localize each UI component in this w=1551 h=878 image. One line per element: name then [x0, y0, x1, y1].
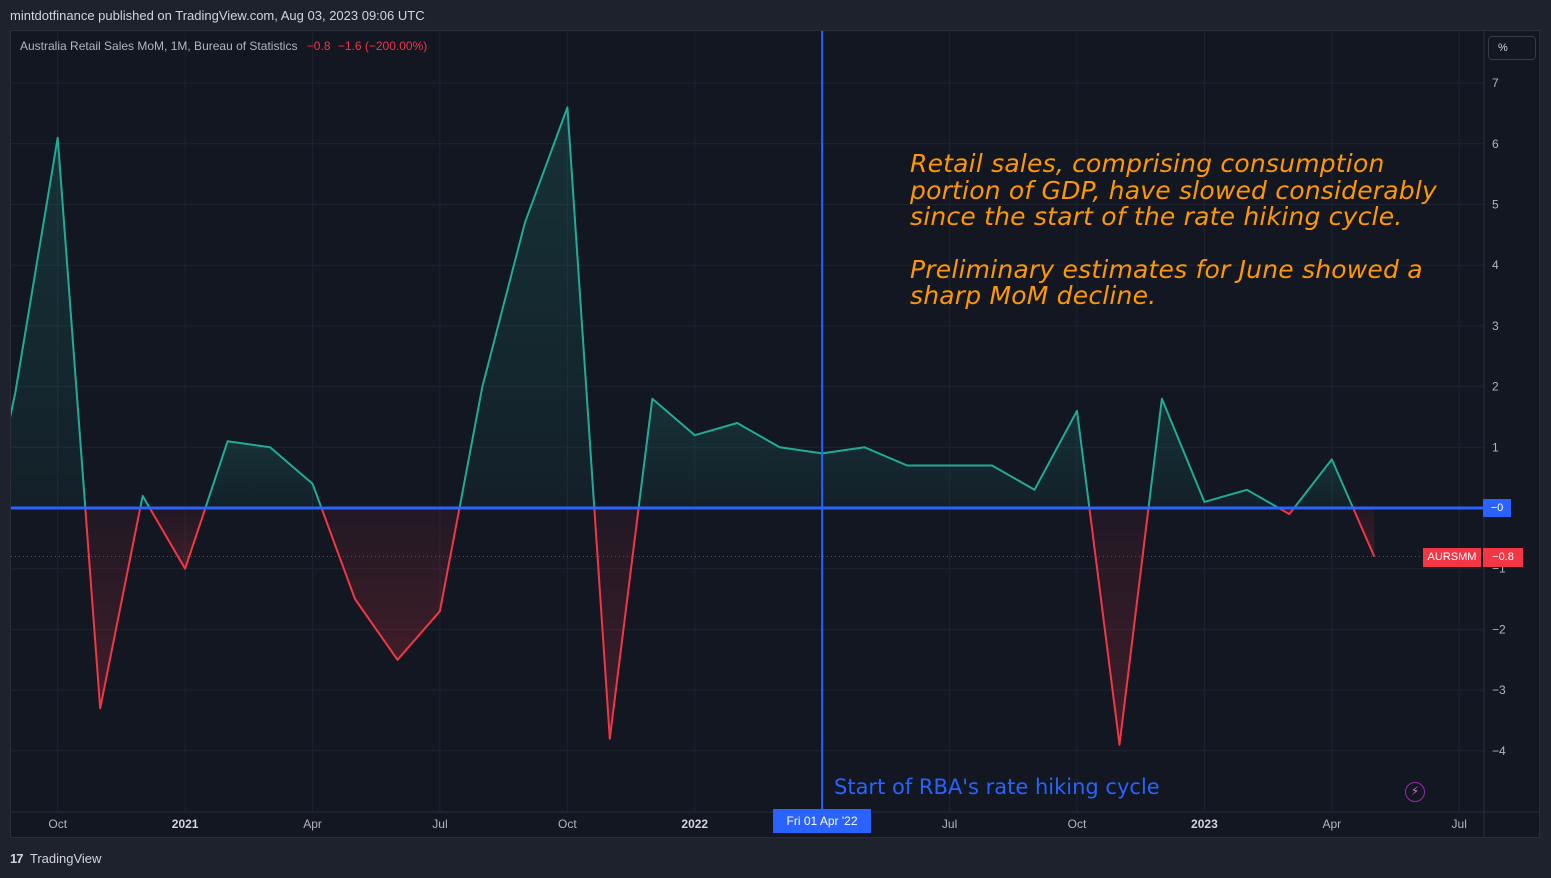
y-tick-label: −2	[1492, 622, 1506, 636]
zero-line-tag: −0	[1483, 499, 1511, 517]
series-line-negative	[1352, 507, 1376, 557]
data-point	[226, 439, 230, 443]
x-tick-label: Apr	[303, 817, 322, 831]
tradingview-logo-icon: 17	[10, 851, 24, 866]
data-point	[353, 597, 357, 601]
publisher-bar: mintdotfinance published on TradingView.…	[0, 0, 1551, 30]
data-point	[1330, 457, 1334, 461]
data-point	[863, 445, 867, 449]
series-legend[interactable]: Australia Retail Sales MoM, 1M, Bureau o…	[20, 39, 427, 53]
data-point	[480, 385, 484, 389]
series-title: Australia Retail Sales MoM, 1M, Bureau o…	[20, 39, 298, 53]
series-line-negative	[148, 507, 207, 570]
annotation-line-2: Preliminary estimates for June showed a …	[910, 254, 1423, 310]
positive-area	[1294, 459, 1354, 508]
y-tick-label: 4	[1492, 258, 1499, 272]
footer-brand[interactable]: 17 TradingView	[10, 851, 101, 866]
data-point	[1033, 488, 1037, 492]
y-tick-label: −4	[1492, 744, 1506, 758]
negative-area	[149, 508, 206, 569]
annotation-text: Retail sales, comprising consumption por…	[910, 149, 1470, 336]
data-point	[438, 609, 442, 613]
data-point	[1075, 409, 1079, 413]
data-point	[948, 464, 952, 468]
crosshair-date-label: Fri 01 Apr '22	[773, 809, 871, 833]
data-point	[735, 421, 739, 425]
y-tick-label: 1	[1492, 440, 1499, 454]
y-tick-label: 3	[1492, 319, 1499, 333]
data-point	[13, 391, 17, 395]
x-tick-label: Jul	[432, 817, 447, 831]
negative-area	[594, 508, 639, 739]
y-tick-label: 2	[1492, 380, 1499, 394]
y-tick-label: 7	[1492, 76, 1499, 90]
legend-change: −1.6 (−200.00%)	[337, 39, 428, 53]
data-point	[183, 567, 187, 571]
y-tick-label: −3	[1492, 683, 1506, 697]
data-point	[98, 706, 102, 710]
data-point	[608, 737, 612, 741]
x-tick-label: Oct	[1068, 817, 1087, 831]
positive-area	[459, 107, 595, 509]
data-point	[268, 445, 272, 449]
lightning-icon[interactable]: ⚡	[1405, 782, 1425, 802]
series-line-negative	[593, 507, 640, 740]
data-point	[693, 433, 697, 437]
data-point	[1245, 488, 1249, 492]
x-tick-label: 2022	[681, 817, 708, 831]
x-tick-label: Oct	[48, 817, 67, 831]
series-line-positive	[11, 136, 87, 509]
footer-brand-text: TradingView	[29, 851, 102, 866]
data-point	[396, 658, 400, 662]
data-point	[311, 482, 315, 486]
x-tick-label: Apr	[1322, 817, 1341, 831]
y-tick-label: 6	[1492, 137, 1499, 151]
data-point	[1287, 512, 1291, 516]
data-point	[1202, 500, 1206, 504]
series-line-negative	[1278, 507, 1295, 516]
data-point	[565, 105, 569, 109]
x-tick-label: 2023	[1191, 817, 1218, 831]
series-line-positive	[1293, 458, 1355, 509]
data-point	[778, 445, 782, 449]
negative-area	[321, 508, 460, 660]
positive-area	[1148, 398, 1279, 508]
last-value-tag: −0.8	[1483, 548, 1523, 567]
chart-pane[interactable]	[10, 30, 1540, 838]
data-point	[523, 221, 527, 225]
positive-area	[205, 441, 322, 508]
x-tick-label: Oct	[558, 817, 577, 831]
data-point	[1160, 397, 1164, 401]
publisher-line: mintdotfinance published on TradingView.…	[10, 8, 425, 23]
data-point	[650, 397, 654, 401]
x-tick-label: 2021	[172, 817, 199, 831]
series-line-negative	[320, 507, 461, 661]
data-point	[990, 464, 994, 468]
series-line-positive	[139, 494, 151, 509]
y-tick-label: 5	[1492, 198, 1499, 212]
annotation-line-1: Retail sales, comprising consumption por…	[910, 149, 1437, 231]
series-line-positive	[458, 106, 596, 509]
positive-area	[638, 398, 1090, 508]
data-point	[56, 136, 60, 140]
negative-area	[1089, 508, 1149, 745]
negative-area	[85, 508, 141, 709]
series-line-positive	[637, 397, 1091, 509]
series-group	[11, 106, 1376, 746]
data-point	[905, 464, 909, 468]
symbol-tag: AURSMM	[1423, 548, 1481, 567]
series-line-positive	[204, 440, 323, 509]
series-line-positive	[1147, 397, 1280, 509]
legend-last-value: −0.8	[306, 39, 331, 53]
positive-area	[11, 137, 86, 508]
data-point	[141, 494, 145, 498]
series-line-negative	[84, 507, 142, 710]
x-tick-label: Jul	[942, 817, 957, 831]
rate-cycle-label: Start of RBA's rate hiking cycle	[834, 775, 1160, 799]
x-tick-label: Jul	[1452, 817, 1467, 831]
series-line-negative	[1088, 507, 1150, 746]
data-point	[1118, 743, 1122, 747]
percent-scale-button[interactable]: %	[1488, 36, 1536, 60]
